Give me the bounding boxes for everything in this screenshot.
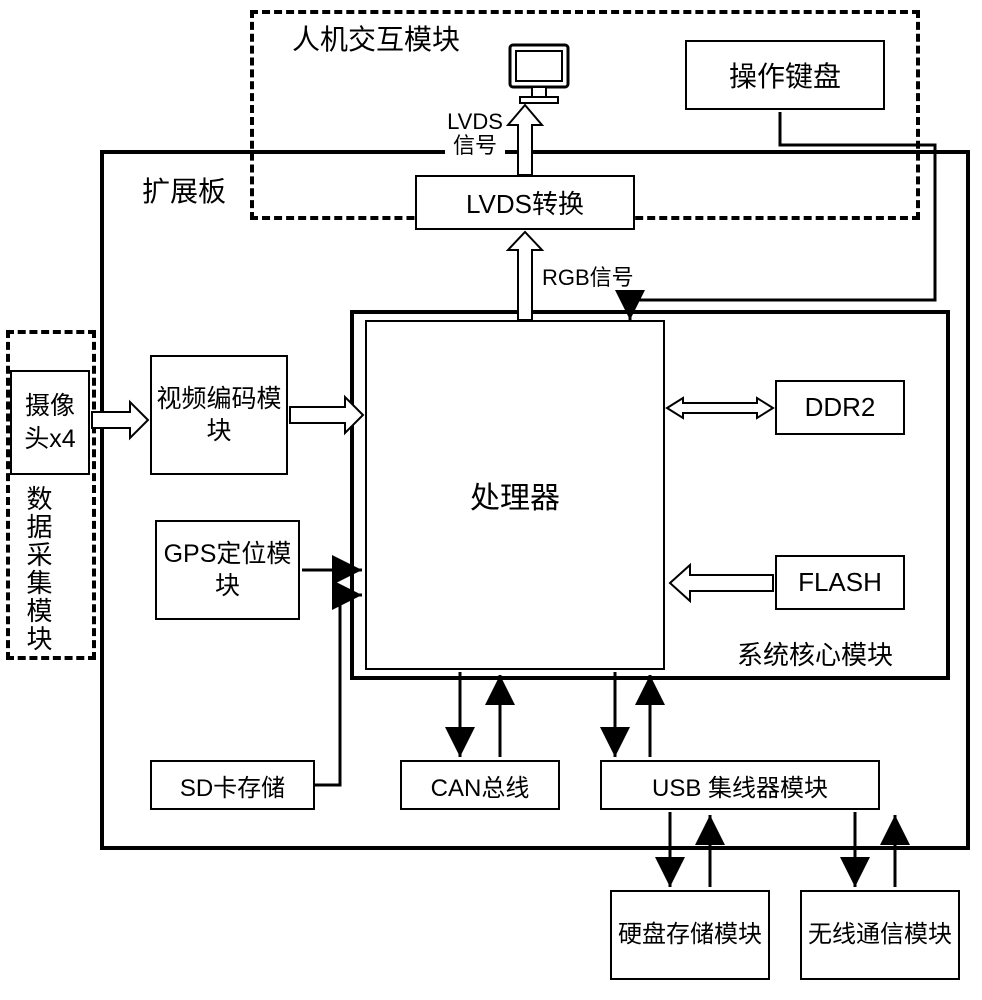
wireless-box: 无线通信模块	[800, 890, 960, 980]
gps-box: GPS定位模块	[155, 520, 300, 620]
core-region-label: 系统核心模块	[735, 635, 895, 672]
can-box: CAN总线	[400, 760, 560, 810]
rgb-signal-label: RGB信号	[540, 260, 636, 292]
processor-box: 处理器	[365, 320, 665, 670]
vcodec-box: 视频编码模块	[150, 355, 288, 475]
usbhub-box: USB 集线器模块	[600, 760, 880, 810]
sd-box: SD卡存储	[150, 760, 315, 810]
hmi-region-label: 人机交互模块	[290, 18, 462, 58]
keyboard-box: 操作键盘	[685, 40, 885, 110]
acq-region-label: 数据采集模块	[20, 485, 57, 653]
lvds-box: LVDS转换	[415, 175, 635, 230]
ddr2-box: DDR2	[775, 380, 905, 435]
camera-box: 摄像头x4	[10, 370, 90, 475]
lvds-signal-label: LVDS信号	[445, 110, 505, 158]
flash-box: FLASH	[775, 555, 905, 610]
hdd-box: 硬盘存储模块	[610, 890, 770, 980]
extension-board-label: 扩展板	[140, 170, 228, 210]
